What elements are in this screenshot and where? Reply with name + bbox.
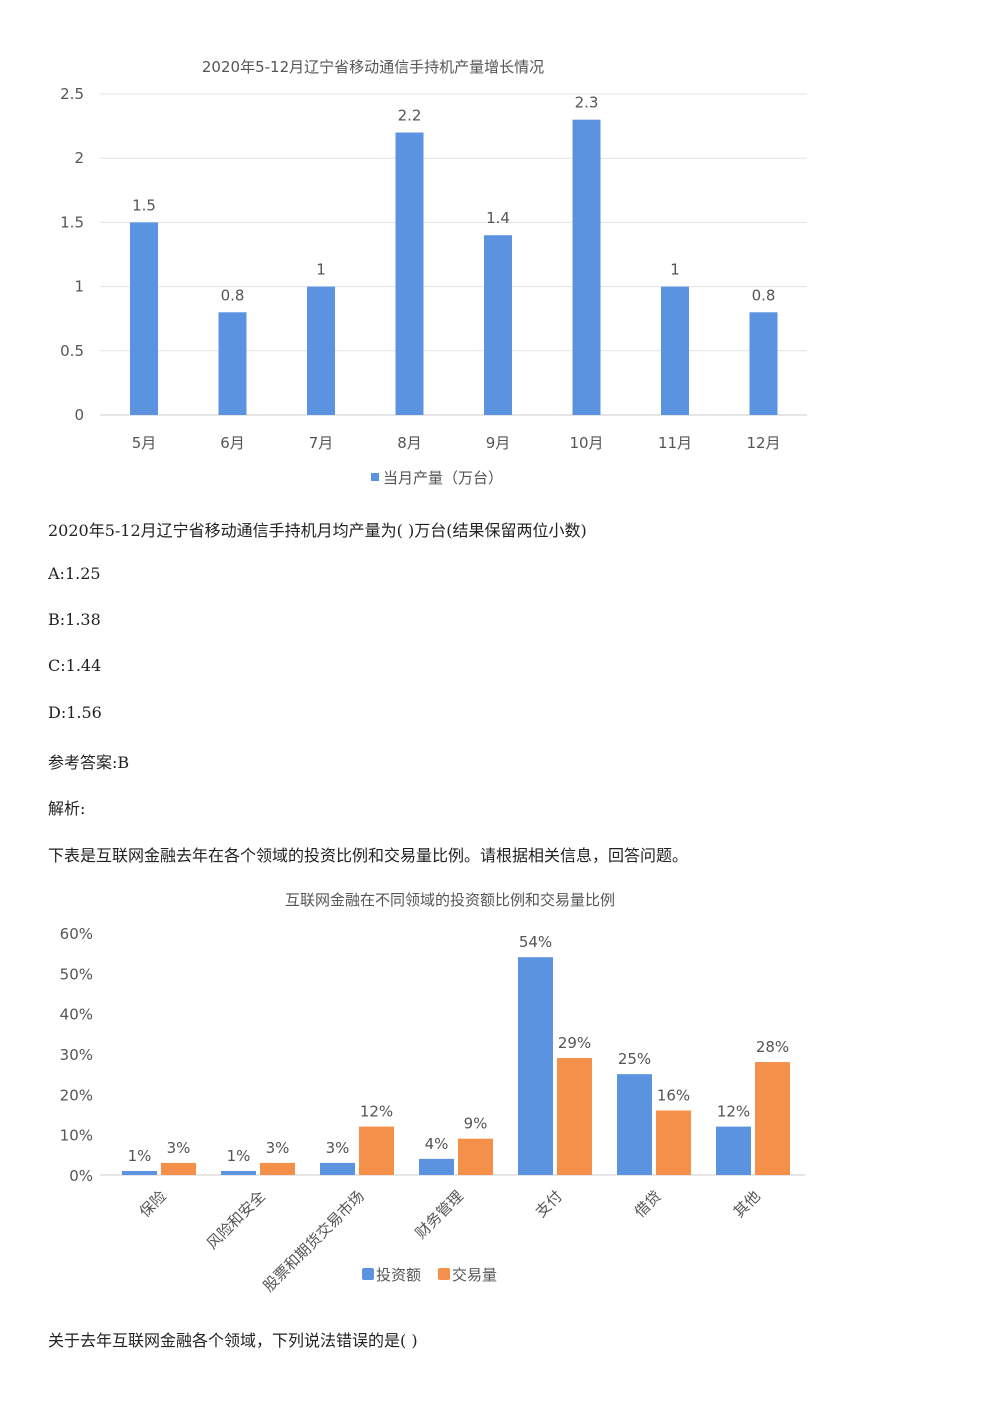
data-label: 1 [670, 261, 680, 279]
x-tick-label: 8月 [397, 434, 422, 452]
bar-投资额-股票和期货交易市场 [320, 1162, 355, 1175]
option-a: A:1.25 [48, 564, 101, 583]
legend-label: 投资额 [376, 1266, 421, 1284]
reference-answer: 参考答案:B [48, 753, 130, 772]
intro-2-text: 下表是互联网金融去年在各个领域的投资比例和交易量比例。请根据相关信息，回答问题。 [48, 846, 689, 865]
bar-投资额-风险和安全 [221, 1170, 256, 1175]
x-tick-label: 7月 [309, 434, 334, 452]
y-tick-label: 30% [60, 1046, 93, 1064]
y-tick-label: 50% [60, 965, 93, 983]
y-tick-label: 60% [60, 925, 93, 943]
bar-6月 [218, 312, 247, 415]
data-label: 9% [464, 1115, 488, 1133]
x-tick-label: 借贷 [631, 1187, 665, 1221]
y-tick-label: 20% [60, 1086, 93, 1104]
bar-交易量-支付 [557, 1058, 592, 1175]
x-tick-label: 10月 [569, 434, 603, 452]
y-tick-label: 0.5 [60, 342, 84, 360]
bar-交易量-保险 [161, 1162, 196, 1175]
data-label: 12% [717, 1103, 750, 1121]
y-tick-label: 1 [74, 278, 84, 296]
bar-投资额-其他 [716, 1126, 751, 1175]
data-label: 2.3 [575, 94, 599, 112]
legend-swatch [371, 473, 379, 481]
bar-交易量-股票和期货交易市场 [359, 1126, 394, 1175]
y-tick-label: 10% [60, 1127, 93, 1145]
x-tick-label: 支付 [532, 1187, 566, 1221]
bar-交易量-其他 [755, 1062, 790, 1175]
y-tick-label: 2.5 [60, 85, 84, 103]
data-label: 1.5 [132, 196, 156, 214]
x-tick-label: 12月 [746, 434, 780, 452]
bar-投资额-支付 [518, 957, 553, 1175]
data-label: 3% [266, 1139, 290, 1157]
data-label: 25% [618, 1050, 651, 1068]
x-tick-label: 11月 [658, 434, 692, 452]
bar-交易量-借贷 [656, 1110, 691, 1175]
bar-交易量-财务管理 [458, 1138, 493, 1175]
data-label: 1% [128, 1147, 152, 1165]
x-tick-label: 9月 [486, 434, 511, 452]
data-label: 1% [227, 1147, 251, 1165]
bar-交易量-风险和安全 [260, 1162, 295, 1175]
x-tick-label: 其他 [730, 1187, 764, 1221]
data-label: 3% [326, 1139, 350, 1157]
bar-8月 [395, 132, 424, 415]
y-tick-label: 1.5 [60, 213, 84, 231]
x-tick-label: 财务管理 [412, 1187, 467, 1242]
bar-投资额-财务管理 [419, 1158, 454, 1175]
bar-投资额-保险 [122, 1170, 157, 1175]
data-label: 1.4 [486, 209, 510, 227]
bar-10月 [572, 119, 601, 416]
bar-投资额-借贷 [617, 1074, 652, 1175]
question-1-text: 2020年5-12月辽宁省移动通信手持机月均产量为( )万台(结果保留两位小数) [48, 521, 587, 540]
bar-5月 [130, 222, 158, 415]
data-label: 29% [558, 1034, 591, 1052]
bar-12月 [749, 312, 778, 415]
data-label: 2.2 [398, 107, 422, 125]
y-tick-label: 0 [74, 406, 84, 424]
chart-title: 2020年5-12月辽宁省移动通信手持机产量增长情况 [202, 58, 544, 76]
x-tick-label: 6月 [220, 434, 245, 452]
data-label: 12% [360, 1103, 393, 1121]
option-b: B:1.38 [48, 610, 101, 629]
y-tick-label: 2 [74, 149, 84, 167]
data-label: 16% [657, 1086, 690, 1104]
legend-label: 当月产量（万台） [383, 469, 503, 487]
option-c: C:1.44 [48, 656, 102, 675]
analysis-label: 解析: [48, 799, 86, 818]
legend-swatch [438, 1268, 450, 1280]
legend-label: 交易量 [452, 1266, 497, 1284]
data-label: 0.8 [752, 286, 776, 304]
data-label: 28% [756, 1038, 789, 1056]
y-tick-label: 40% [60, 1006, 93, 1024]
x-tick-label: 风险和安全 [203, 1187, 269, 1253]
bar-11月 [661, 286, 689, 415]
chart-title: 互联网金融在不同领域的投资额比例和交易量比例 [285, 891, 615, 909]
bar-7月 [307, 286, 335, 415]
question-2-text: 关于去年互联网金融各个领域，下列说法错误的是( ) [48, 1331, 418, 1350]
chart-monthly-production: 2020年5-12月辽宁省移动通信手持机产量增长情况 0 0.5 1 1.5 2 2.5 1.… [60, 58, 807, 487]
y-tick-label: 0% [69, 1167, 93, 1185]
data-label: 3% [167, 1139, 191, 1157]
chart-internet-finance: 互联网金融在不同领域的投资额比例和交易量比例 0% 10% 20% 30% 40% 50% 6… [60, 891, 805, 1295]
bar-9月 [484, 235, 512, 415]
option-d: D:1.56 [48, 703, 102, 722]
data-label: 0.8 [221, 286, 245, 304]
x-tick-label: 保险 [136, 1187, 170, 1221]
x-tick-label: 5月 [132, 434, 157, 452]
data-label: 54% [519, 933, 552, 951]
data-label: 1 [316, 261, 326, 279]
x-tick-label: 股票和期货交易市场 [260, 1187, 368, 1295]
data-label: 4% [425, 1135, 449, 1153]
legend-swatch [362, 1268, 374, 1280]
